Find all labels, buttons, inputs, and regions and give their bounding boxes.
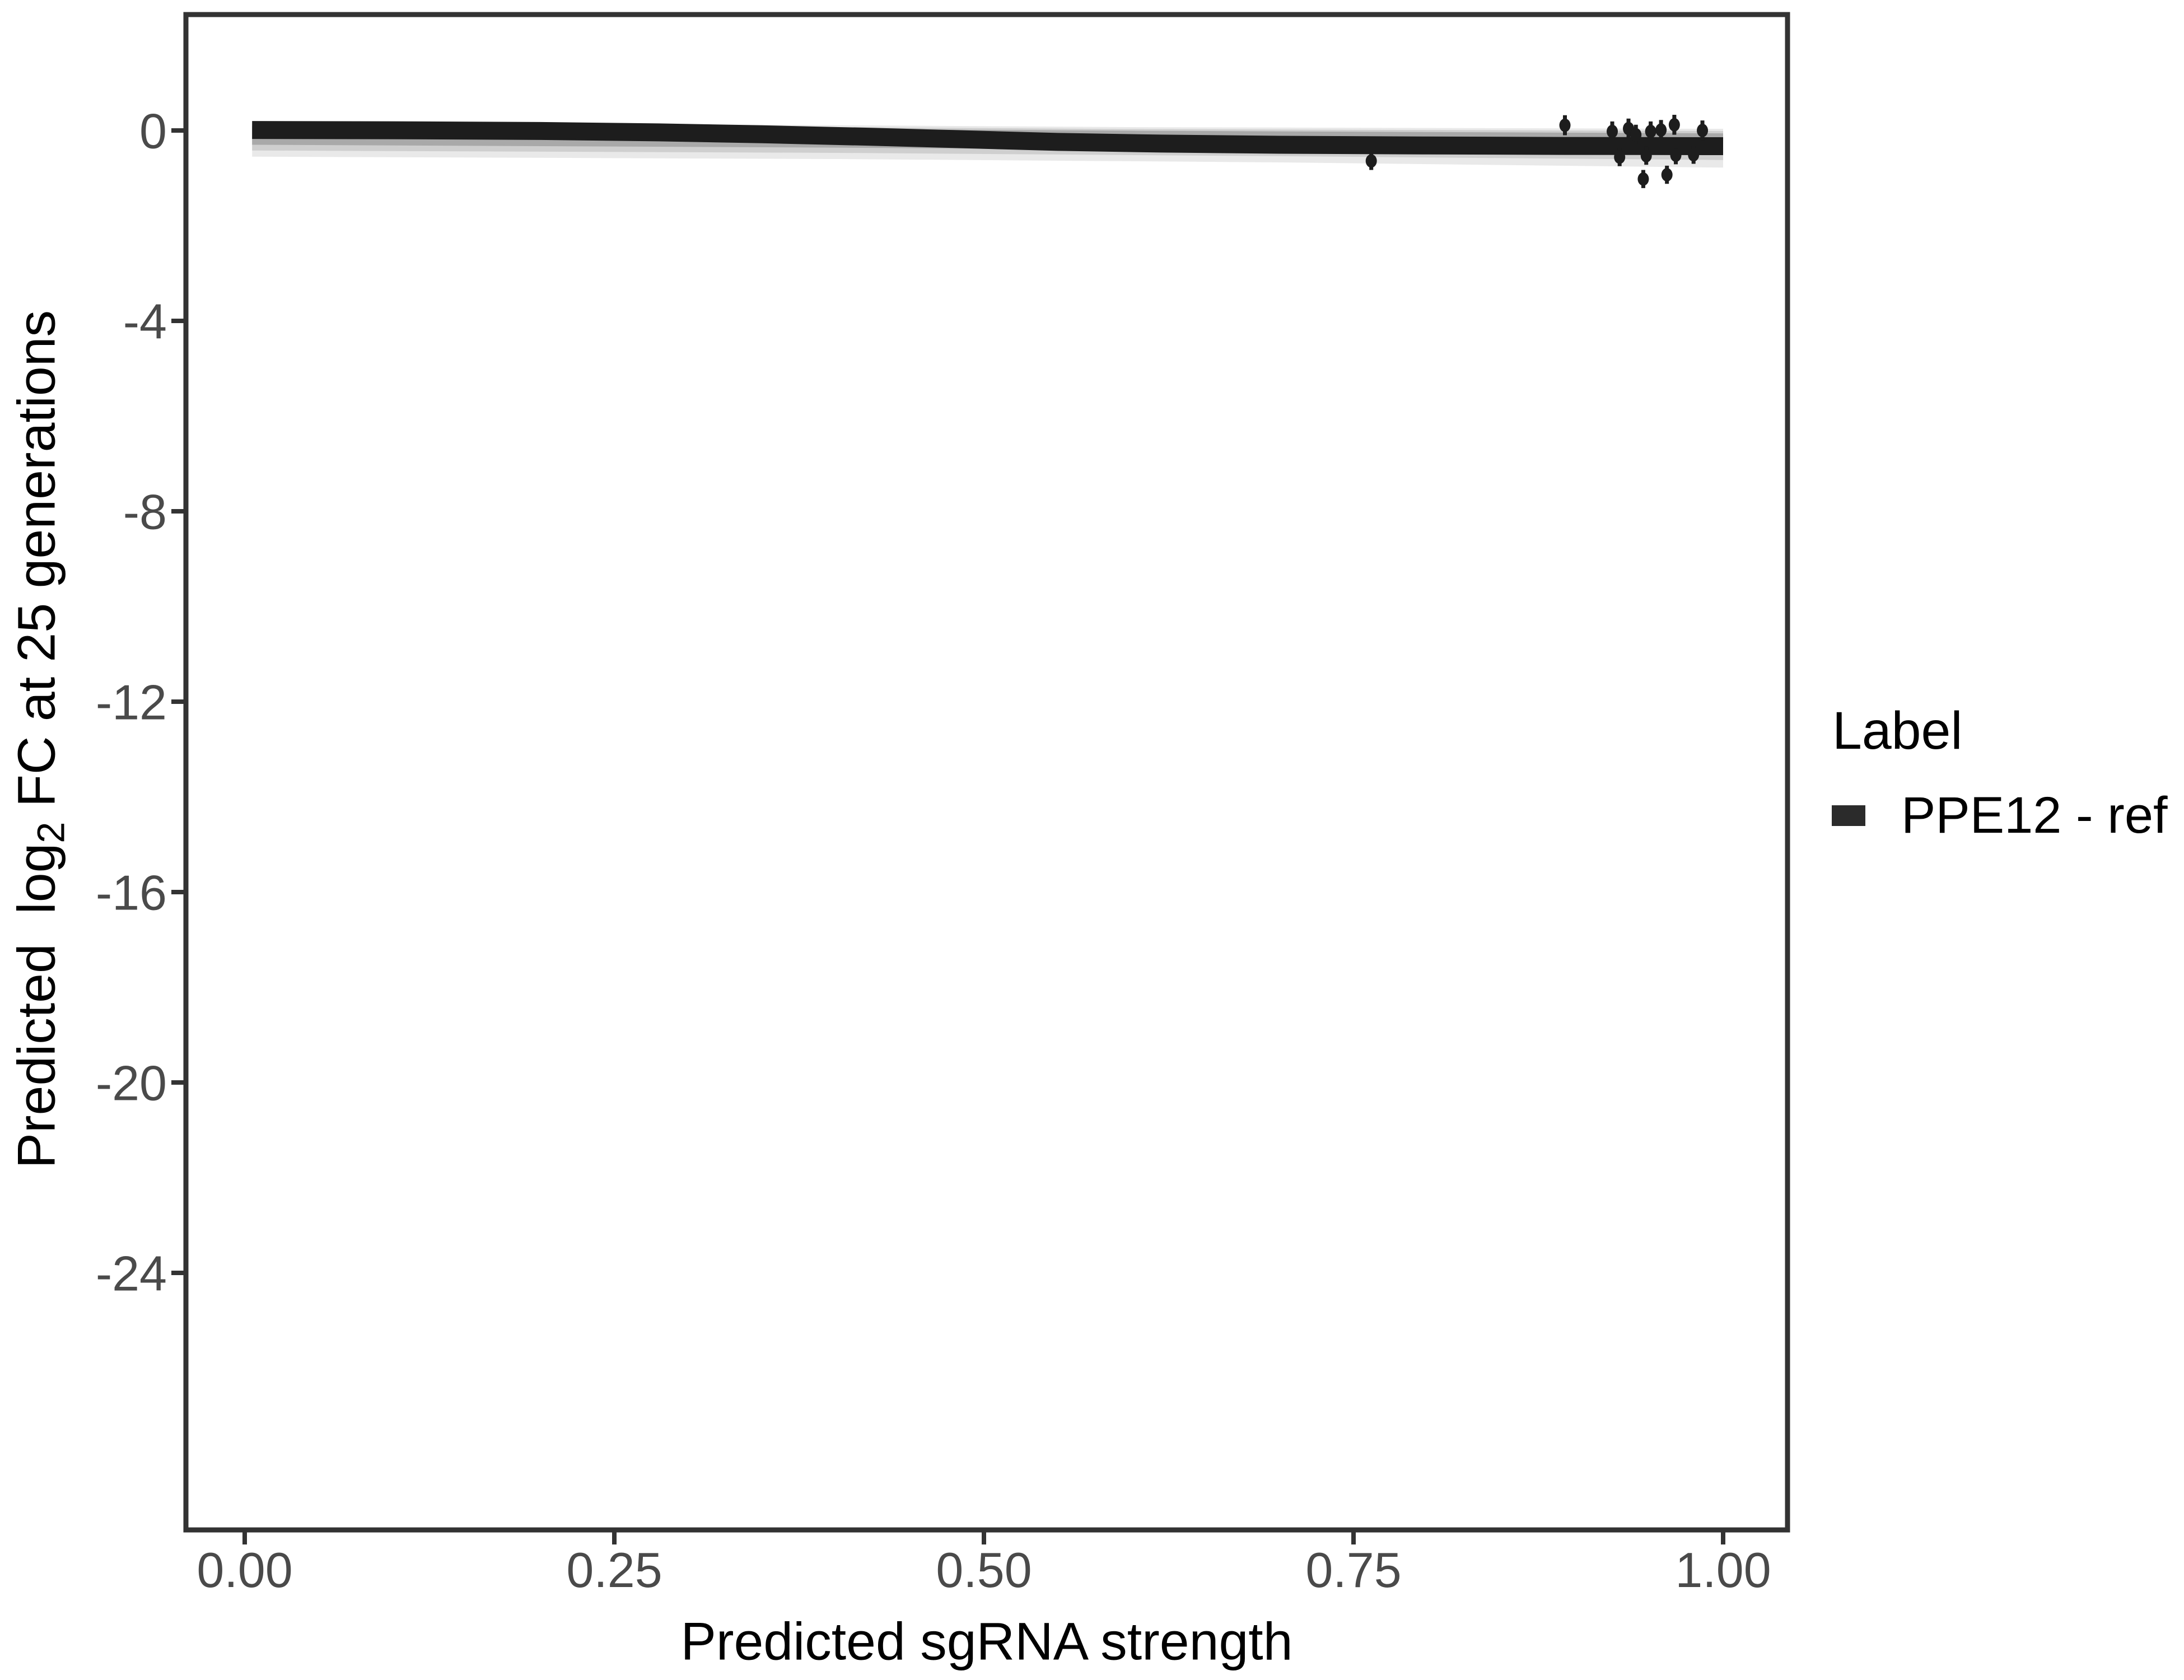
- y-axis-title: Predicted log2 FC at 25 generations: [0, 310, 124, 1228]
- x-tick-label: 0.00: [197, 1542, 292, 1598]
- y-tick-label: -20: [96, 1056, 167, 1111]
- y-axis-title-pre: Predicted log: [7, 843, 67, 1169]
- legend-item-label: PPE12 - ref: [1901, 787, 2168, 844]
- data-point: [1637, 172, 1649, 186]
- y-tick-label: -8: [123, 484, 167, 540]
- data-point: [1614, 150, 1626, 164]
- x-tick-label: 0.75: [1305, 1542, 1401, 1598]
- legend-title: Label: [1832, 701, 1963, 760]
- fitted-line: [252, 121, 1724, 156]
- data-point: [1655, 123, 1667, 137]
- data-point: [1670, 148, 1682, 162]
- y-axis-title-post: FC at 25 generations: [7, 310, 67, 822]
- y-tick-label: 0: [139, 104, 167, 159]
- y-tick-label: -4: [123, 294, 167, 349]
- data-point: [1365, 154, 1377, 168]
- legend-key-line: [1832, 805, 1865, 826]
- x-tick-label: 1.00: [1675, 1542, 1771, 1598]
- data-point: [1697, 124, 1709, 137]
- y-tick-label: -12: [96, 675, 167, 730]
- x-tick-label: 0.25: [566, 1542, 662, 1598]
- data-point: [1661, 168, 1673, 182]
- data-point: [1559, 118, 1571, 132]
- data-point: [1630, 128, 1642, 142]
- y-axis-title-subscript: 2: [30, 822, 73, 843]
- x-tick-label: 0.50: [936, 1542, 1032, 1598]
- x-axis-title: Predicted sgRNA strength: [680, 1612, 1293, 1672]
- data-point: [1607, 124, 1618, 138]
- data-point: [1688, 148, 1700, 162]
- data-point: [1645, 124, 1656, 138]
- y-tick-label: -24: [96, 1246, 167, 1301]
- data-point: [1668, 118, 1680, 132]
- data-point: [1640, 149, 1652, 163]
- y-tick-label: -16: [96, 865, 167, 921]
- panel-border: [183, 12, 1790, 1533]
